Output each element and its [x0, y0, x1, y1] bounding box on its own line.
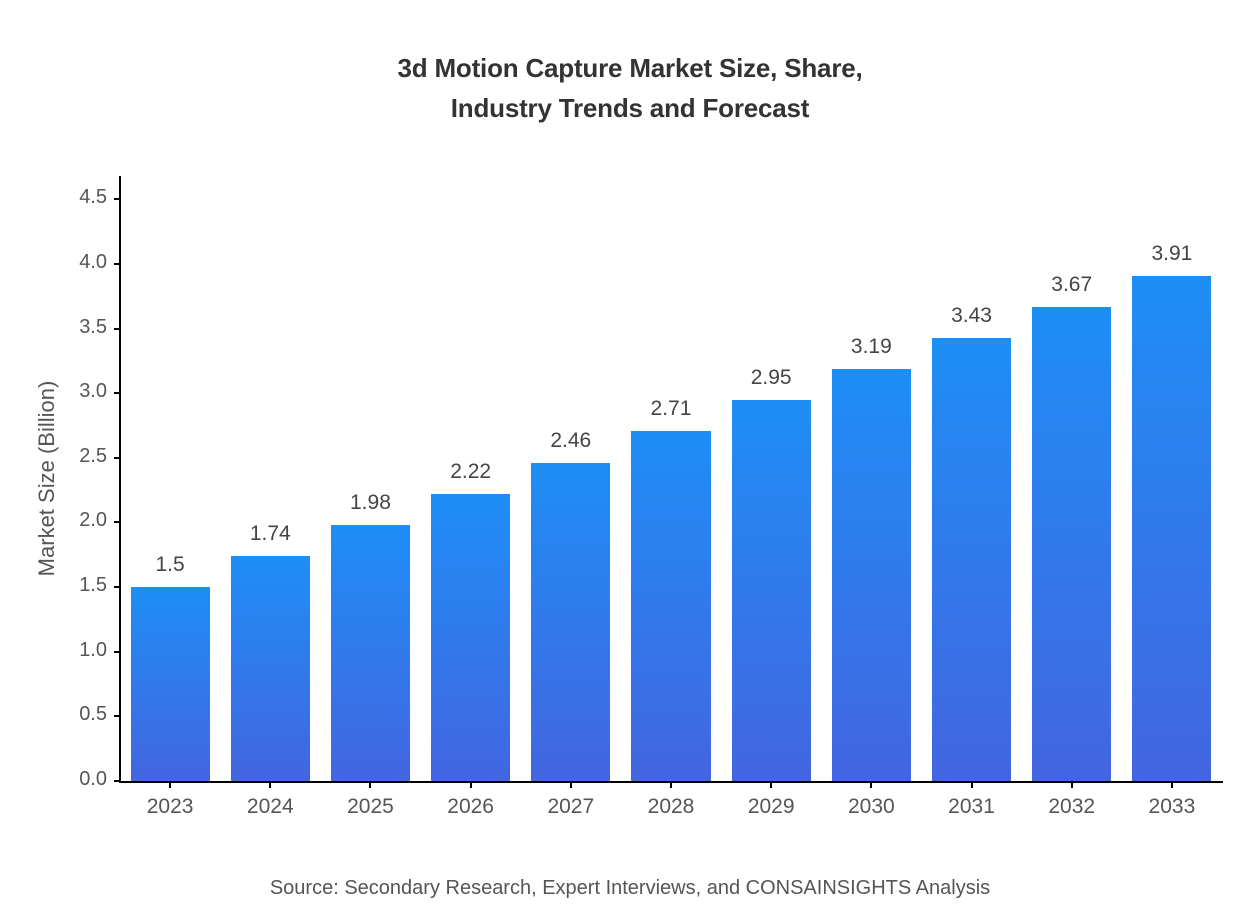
bar[interactable]: 2.46	[531, 429, 611, 781]
bar-fill	[1132, 275, 1212, 781]
x-tick-label: 2029	[747, 795, 795, 818]
y-axis-label: Market Size (Billion)	[34, 380, 59, 577]
y-tick-label: 1.0	[79, 638, 107, 661]
bar[interactable]: 1.5	[130, 553, 210, 781]
x-tick-mark	[770, 781, 773, 788]
bar[interactable]: 2.22	[431, 460, 511, 781]
bar[interactable]: 1.74	[230, 522, 310, 781]
y-tick-mark	[114, 198, 121, 201]
x-tick-label: 2030	[848, 795, 895, 818]
bar-value-label: 1.5	[155, 553, 185, 577]
x-tick-label: 2028	[647, 795, 695, 818]
x-tick-mark	[670, 781, 672, 788]
y-tick-label: 0.0	[79, 768, 107, 790]
x-tick-mark	[970, 781, 973, 788]
x-tick-mark	[569, 781, 572, 788]
y-tick-mark	[114, 262, 121, 265]
bar-fill	[831, 368, 911, 781]
x-tick-mark	[169, 781, 172, 788]
x-tick-mark	[1170, 781, 1173, 788]
bar-fill	[931, 337, 1012, 781]
y-tick-mark	[114, 650, 121, 653]
bar-fill	[731, 399, 811, 781]
bar[interactable]: 2.71	[631, 397, 711, 781]
y-tick-label: 4.0	[79, 250, 107, 273]
bar-value-label: 3.19	[850, 334, 892, 358]
x-tick-label: 2026	[447, 795, 494, 818]
plot-area: 0.0 0.5 1.0 1.5 2.0 2.5 3.0 3.5 4.0 4.5 2023 2024 2…	[79, 176, 1223, 818]
y-tick-mark	[114, 392, 121, 395]
bar-value-label: 3.91	[1151, 241, 1193, 265]
bar[interactable]: 3.19	[831, 335, 911, 781]
bar-fill	[230, 556, 310, 781]
bar-value-label: 2.22	[450, 460, 492, 484]
y-tick-label: 4.5	[79, 186, 107, 209]
bar-fill	[531, 463, 611, 781]
bar-value-label: 1.74	[249, 522, 291, 546]
bar[interactable]: 3.43	[931, 304, 1012, 781]
bar-value-label: 3.67	[1051, 272, 1093, 296]
y-tick-mark	[114, 715, 121, 718]
bar-value-label: 2.95	[750, 365, 792, 389]
y-tick-label: 2.5	[79, 444, 107, 467]
bar[interactable]: 2.95	[731, 366, 811, 781]
x-tick-label: 2027	[547, 795, 595, 818]
y-tick-label: 3.0	[79, 380, 107, 403]
x-tick-label: 2025	[347, 795, 394, 818]
y-axis-spine	[119, 176, 121, 781]
y-tick-mark	[114, 521, 121, 524]
bar-value-label: 2.46	[550, 429, 592, 452]
bar-value-label: 2.71	[650, 396, 692, 420]
x-tick-label: 2033	[1148, 795, 1196, 818]
bar-value-label: 1.98	[350, 491, 391, 515]
source-note: Source: Secondary Research, Expert Inter…	[269, 877, 991, 899]
y-tick-label: 0.5	[79, 703, 107, 726]
bar-fill	[431, 494, 511, 781]
bar-value-label: 3.43	[951, 303, 992, 327]
y-tick-mark	[114, 586, 121, 589]
x-tick-mark	[369, 781, 372, 788]
x-tick-label: 2031	[948, 795, 995, 818]
y-tick-label: 3.5	[79, 315, 107, 338]
x-tick-mark	[269, 781, 272, 788]
y-tick-label: 2.0	[79, 509, 107, 532]
chart-title: 3d Motion Capture Market Size, Share, In…	[397, 53, 863, 123]
x-tick-label: 2024	[246, 795, 294, 818]
x-tick-label: 2023	[146, 795, 194, 818]
bar[interactable]: 3.91	[1132, 242, 1212, 781]
y-tick-mark	[114, 780, 121, 782]
y-axis-label-wrapper: Market Size (Billion)	[0, 0, 60, 920]
x-tick-label: 2032	[1048, 795, 1096, 818]
bar[interactable]: 1.98	[330, 491, 411, 781]
x-tick-mark	[870, 781, 873, 788]
bar-fill	[330, 525, 411, 781]
y-tick-label: 1.5	[79, 574, 107, 597]
bar[interactable]: 3.67	[1032, 273, 1112, 781]
y-tick-mark	[114, 456, 121, 459]
x-tick-mark	[1070, 781, 1073, 788]
bar-fill	[1032, 306, 1112, 781]
bar-fill	[631, 430, 711, 781]
bar-fill	[130, 587, 210, 781]
x-tick-mark	[469, 781, 472, 788]
y-tick-mark	[114, 327, 121, 330]
